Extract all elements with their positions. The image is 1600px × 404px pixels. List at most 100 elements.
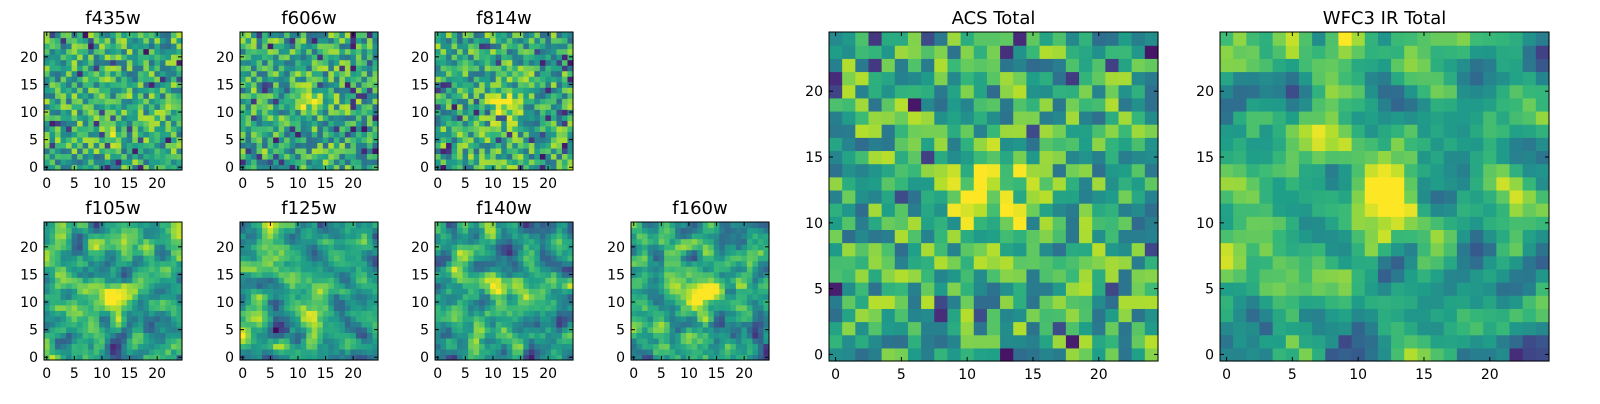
heatmap-cell <box>171 82 177 88</box>
heatmap-cell <box>121 109 127 115</box>
heatmap-cell <box>703 338 709 344</box>
heatmap-cell <box>251 98 257 104</box>
heatmap-cell <box>127 277 133 283</box>
heatmap-cell <box>240 76 246 82</box>
heatmap-cell <box>523 126 529 132</box>
heatmap-cell <box>290 261 296 267</box>
heatmap-cell <box>496 343 502 349</box>
heatmap-cell <box>719 272 725 278</box>
heatmap-cell <box>61 120 67 126</box>
heatmap-cell <box>529 82 535 88</box>
heatmap-cell <box>725 299 731 305</box>
heatmap-cell <box>452 255 458 261</box>
heatmap-cell <box>55 321 61 327</box>
heatmap-cell <box>301 310 307 316</box>
heatmap-cell <box>339 316 345 322</box>
heatmap-cell <box>653 255 659 261</box>
heatmap-cell <box>752 222 758 228</box>
heatmap-cell <box>562 98 568 104</box>
heatmap-cell <box>642 294 648 300</box>
heatmap-cell <box>50 250 56 256</box>
heatmap-cell <box>44 261 50 267</box>
heatmap-cell <box>110 266 116 272</box>
heatmap-cell <box>545 283 551 289</box>
heatmap-cell <box>457 76 463 82</box>
heatmap-cell <box>752 266 758 272</box>
heatmap-cell <box>534 222 540 228</box>
heatmap-cell <box>681 343 687 349</box>
heatmap-cell <box>284 305 290 311</box>
heatmap-cell <box>551 82 557 88</box>
heatmap-cell <box>479 338 485 344</box>
heatmap-cell <box>279 233 285 239</box>
heatmap-cell <box>496 76 502 82</box>
heatmap-f105w <box>44 222 183 361</box>
heatmap-cell <box>99 109 105 115</box>
heatmap-cell <box>132 272 138 278</box>
heatmap-cell <box>479 250 485 256</box>
heatmap-cell <box>457 93 463 99</box>
heatmap-cell <box>88 115 94 121</box>
heatmap-cell <box>551 98 557 104</box>
heatmap-cell <box>736 233 742 239</box>
heatmap-cell <box>540 115 546 121</box>
heatmap-cell <box>551 126 557 132</box>
heatmap-cell <box>83 327 89 333</box>
heatmap-cell <box>356 343 362 349</box>
heatmap-cell <box>99 255 105 261</box>
heatmap-cell <box>127 294 133 300</box>
heatmap-cell <box>664 294 670 300</box>
heatmap-cell <box>44 159 50 165</box>
heatmap-cell <box>361 38 367 44</box>
y-tick-label: 15 <box>20 77 38 93</box>
heatmap-cell <box>523 148 529 154</box>
heatmap-cell <box>507 49 513 55</box>
heatmap-cell <box>83 87 89 93</box>
heatmap-cell <box>463 43 469 49</box>
heatmap-cell <box>312 228 318 234</box>
heatmap-cell <box>562 109 568 115</box>
heatmap-cell <box>659 349 665 355</box>
heatmap-cell <box>350 60 356 66</box>
heatmap-cell <box>77 349 83 355</box>
heatmap-cell <box>257 71 263 77</box>
y-tick-label: 10 <box>607 295 625 311</box>
heatmap-cell <box>648 327 654 333</box>
heatmap-cell <box>631 332 637 338</box>
heatmap-cell <box>468 148 474 154</box>
heatmap-cell <box>479 159 485 165</box>
heatmap-cell <box>323 338 329 344</box>
heatmap-cell <box>99 294 105 300</box>
heatmap-cell <box>703 244 709 250</box>
heatmap-cell <box>110 283 116 289</box>
heatmap-cell <box>921 177 935 191</box>
heatmap-cell <box>61 109 67 115</box>
heatmap-cell <box>507 120 513 126</box>
heatmap-cell <box>50 349 56 355</box>
heatmap-cell <box>686 305 692 311</box>
heatmap-cell <box>165 148 171 154</box>
heatmap-cell <box>268 288 274 294</box>
heatmap-cell <box>116 316 122 322</box>
heatmap-cell <box>246 159 252 165</box>
heatmap-cell <box>306 49 312 55</box>
heatmap-cell <box>556 137 562 143</box>
heatmap-cell <box>110 159 116 165</box>
heatmap-cell <box>149 65 155 71</box>
heatmap-cell <box>165 299 171 305</box>
heatmap-cell <box>262 327 268 333</box>
heatmap-cell <box>882 282 896 296</box>
heatmap-cell <box>1040 243 1054 257</box>
heatmap-cell <box>127 148 133 154</box>
heatmap-cell <box>842 308 856 322</box>
heatmap-cell <box>301 294 307 300</box>
heatmap-cell <box>921 322 935 336</box>
heatmap-cell <box>540 343 546 349</box>
heatmap-cell <box>934 177 948 191</box>
heatmap-cell <box>551 233 557 239</box>
heatmap-cell <box>367 244 373 250</box>
heatmap-cell <box>284 250 290 256</box>
heatmap-cell <box>545 115 551 121</box>
heatmap-cell <box>268 131 274 137</box>
heatmap-cell <box>301 332 307 338</box>
